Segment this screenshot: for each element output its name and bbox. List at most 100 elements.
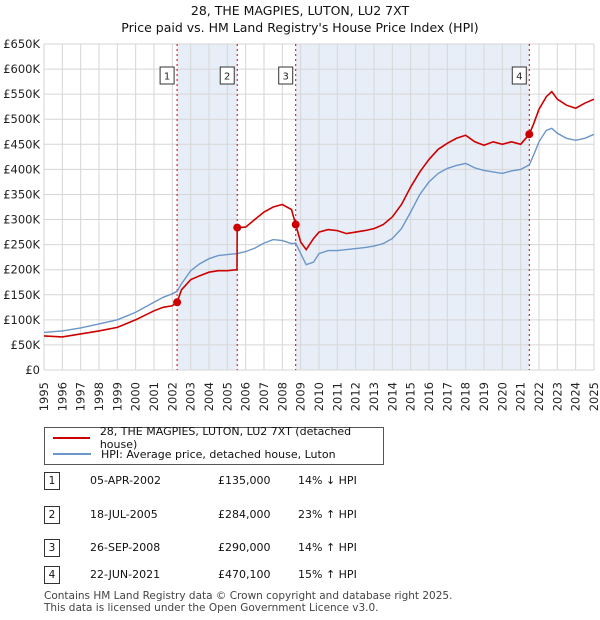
sale-number-boxes: 1 2 3 4 <box>159 66 527 85</box>
x-tick-label: 2015 <box>404 382 418 411</box>
sale-hpi-compare: 15% ↑ HPI <box>298 568 357 581</box>
x-tick-label: 2005 <box>220 382 234 411</box>
sale-hpi-compare: 14% ↓ HPI <box>298 474 357 487</box>
sale-number-label: 3 <box>283 72 289 83</box>
sale-number-box-frame <box>159 66 175 85</box>
x-tick-label: 2002 <box>165 382 179 411</box>
legend-property-swatch <box>53 437 90 439</box>
chart-title-line2: Price paid vs. HM Land Registry's House … <box>121 20 479 35</box>
x-tick-label: 2023 <box>550 382 564 411</box>
x-tick-label: 2001 <box>147 382 161 411</box>
x-tick-label: 2012 <box>349 382 363 411</box>
price-chart: 1 2 3 4 £0 £50K £100K £150K £200K £250K £300K £350… <box>3 37 600 411</box>
x-tick-label: 2014 <box>385 382 399 411</box>
property-series-line <box>43 90 595 338</box>
sale-period-shading <box>177 44 530 370</box>
x-tick-label: 2011 <box>330 382 344 411</box>
footer-attribution: Contains HM Land Registry data © Crown c… <box>44 590 452 614</box>
sale-number-box-frame <box>219 66 235 85</box>
sale-point <box>291 220 300 229</box>
x-tick-label: 2006 <box>239 382 253 411</box>
x-axis-ticks: 1995 1996 1997 1998 1999 2000 2001 2002 2003 2004… <box>37 382 600 411</box>
sale-number-box: 4 <box>511 66 527 85</box>
grid-lines <box>43 43 595 371</box>
sale-row: 4 22-JUN-2021 £470,100 15% ↑ HPI <box>44 566 564 584</box>
sale-number-badge: 2 <box>44 506 60 524</box>
sale-marker-lines <box>176 44 530 370</box>
sale-period-shade <box>177 44 238 370</box>
x-tick-label: 2010 <box>312 382 326 411</box>
x-tick-label: 1997 <box>74 382 88 411</box>
legend-property-label: 28, THE MAGPIES, LUTON, LU2 7XT (detache… <box>99 425 352 451</box>
x-tick-label: 2007 <box>257 382 271 411</box>
sale-row: 3 26-SEP-2008 £290,000 14% ↑ HPI <box>44 539 564 557</box>
sale-row: 1 05-APR-2002 £135,000 14% ↓ HPI <box>44 472 564 490</box>
x-tick-label: 1996 <box>55 382 69 411</box>
sale-period-shade <box>295 44 530 370</box>
sale-date: 05-APR-2002 <box>90 474 162 487</box>
x-tick-label: 2009 <box>294 382 308 411</box>
x-tick-label: 2018 <box>459 382 473 411</box>
sale-number-label: 1 <box>164 72 170 83</box>
x-tick-label: 2013 <box>367 382 381 411</box>
sale-point <box>233 223 242 232</box>
sale-number-box: 2 <box>219 66 235 85</box>
chart-title-line1: 28, THE MAGPIES, LUTON, LU2 7XT <box>190 3 410 18</box>
sale-number-badge: 4 <box>44 566 60 584</box>
y-tick-label: £600K <box>3 62 40 76</box>
sale-price: £290,000 <box>218 541 271 554</box>
legend-hpi: HPI: Average price, detached house, Luto… <box>53 446 336 462</box>
y-tick-label: £250K <box>3 238 40 252</box>
y-tick-label: £400K <box>3 162 40 176</box>
x-tick-label: 2020 <box>495 382 509 411</box>
x-tick-label: 2008 <box>275 382 289 411</box>
x-tick-label: 2004 <box>202 382 216 411</box>
legend-hpi-label: HPI: Average price, detached house, Luto… <box>101 447 336 461</box>
sale-hpi-compare: 14% ↑ HPI <box>298 541 357 554</box>
x-tick-label: 1999 <box>110 382 124 411</box>
y-tick-label: £300K <box>3 213 40 227</box>
sale-number-badge: 3 <box>44 539 60 557</box>
sale-date: 18-JUL-2005 <box>90 508 158 521</box>
sale-date: 26-SEP-2008 <box>90 541 161 554</box>
sale-number-box-frame <box>278 66 294 85</box>
x-tick-label: 2003 <box>184 382 198 411</box>
legend: 28, THE MAGPIES, LUTON, LU2 7XT (detache… <box>44 425 384 465</box>
sale-number-label: 4 <box>516 72 522 83</box>
y-tick-label: £100K <box>3 313 40 327</box>
sale-number-box: 3 <box>278 66 294 85</box>
legend-hpi-swatch <box>53 453 91 455</box>
legend-property: 28, THE MAGPIES, LUTON, LU2 7XT (detache… <box>53 425 383 451</box>
hpi-series-line <box>43 127 595 334</box>
chart-title: 28, THE MAGPIES, LUTON, LU2 7XT Price pa… <box>0 2 600 36</box>
sale-hpi-compare: 23% ↑ HPI <box>298 508 357 521</box>
y-tick-label: £450K <box>3 137 40 151</box>
x-tick-label: 2025 <box>587 382 600 411</box>
sale-number-badge: 1 <box>44 472 60 490</box>
sale-price: £135,000 <box>218 474 271 487</box>
x-tick-label: 2019 <box>477 382 491 411</box>
sale-price: £284,000 <box>218 508 271 521</box>
y-tick-label: £0 <box>25 363 40 377</box>
x-tick-label: 2024 <box>569 382 583 411</box>
x-tick-label: 2021 <box>514 382 528 411</box>
x-tick-label: 2017 <box>440 382 454 411</box>
x-tick-label: 1998 <box>92 382 106 411</box>
sale-number-box-frame <box>511 66 527 85</box>
y-tick-label: £200K <box>3 263 40 277</box>
y-tick-label: £500K <box>3 112 40 126</box>
x-tick-label: 2016 <box>422 382 436 411</box>
x-tick-label: 2022 <box>532 382 546 411</box>
y-tick-label: £650K <box>3 37 40 51</box>
y-axis-ticks: £0 £50K £100K £150K £200K £250K £300K £350K £400… <box>3 37 40 377</box>
y-tick-label: £150K <box>3 288 40 302</box>
sale-number-box: 1 <box>159 66 175 85</box>
x-tick-label: 1995 <box>37 382 51 411</box>
sale-number-label: 2 <box>224 72 230 83</box>
sale-row: 2 18-JUL-2005 £284,000 23% ↑ HPI <box>44 506 564 524</box>
y-tick-label: £550K <box>3 87 40 101</box>
sale-point <box>525 130 534 139</box>
footer-line1: Contains HM Land Registry data © Crown c… <box>44 590 453 602</box>
sale-price: £470,100 <box>218 568 271 581</box>
sale-date: 22-JUN-2021 <box>90 568 161 581</box>
